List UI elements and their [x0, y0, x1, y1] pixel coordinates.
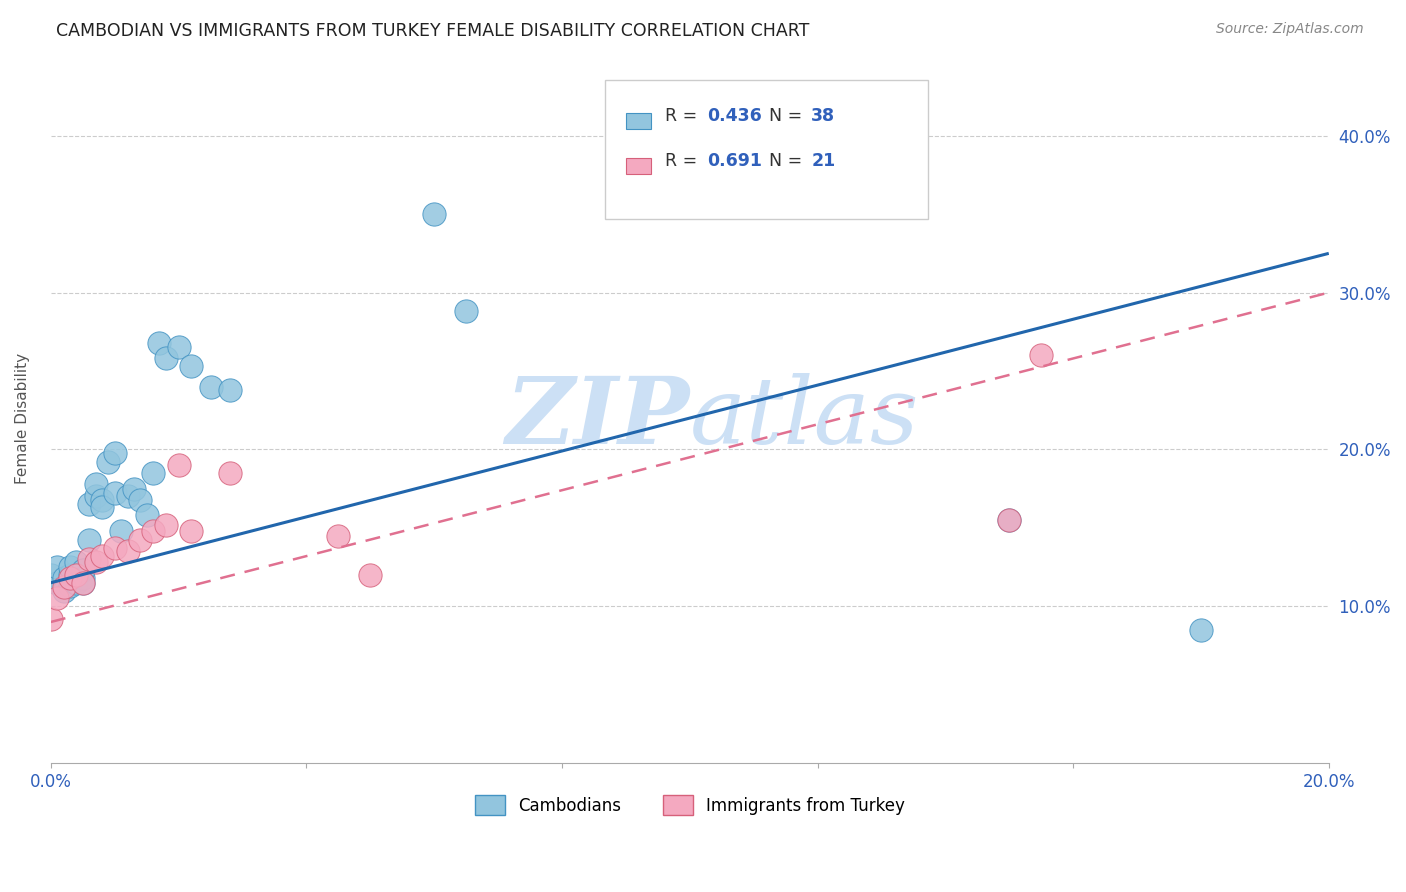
Point: [72, 571, 94, 585]
Point: [142, 466, 165, 480]
Point: [77, 497, 100, 511]
Point: [65, 568, 87, 582]
Point: [77, 533, 100, 548]
Point: [129, 492, 152, 507]
Point: [46, 575, 69, 590]
Point: [52, 581, 75, 595]
Point: [218, 383, 240, 397]
Point: [155, 351, 177, 366]
Point: [91, 500, 114, 515]
Point: [84, 477, 107, 491]
Point: [46, 560, 69, 574]
Point: [77, 552, 100, 566]
Point: [104, 445, 127, 459]
Text: 21: 21: [811, 152, 835, 169]
Point: [117, 544, 139, 558]
Point: [72, 575, 94, 590]
Text: ZIP: ZIP: [506, 373, 690, 463]
Text: CAMBODIAN VS IMMIGRANTS FROM TURKEY FEMALE DISABILITY CORRELATION CHART: CAMBODIAN VS IMMIGRANTS FROM TURKEY FEMA…: [56, 22, 810, 40]
Text: 0.691: 0.691: [707, 152, 762, 169]
Text: Source: ZipAtlas.com: Source: ZipAtlas.com: [1216, 22, 1364, 37]
Legend: Cambodians, Immigrants from Turkey: Cambodians, Immigrants from Turkey: [467, 787, 914, 824]
Point: [998, 513, 1021, 527]
Point: [135, 508, 157, 523]
Point: [52, 583, 75, 598]
Text: 0.436: 0.436: [707, 107, 762, 125]
Point: [59, 560, 82, 574]
Point: [39, 568, 62, 582]
Text: 38: 38: [811, 107, 835, 125]
Point: [84, 555, 107, 569]
Point: [148, 335, 170, 350]
Point: [328, 529, 350, 543]
Point: [200, 380, 222, 394]
Point: [72, 563, 94, 577]
Point: [97, 455, 120, 469]
Point: [59, 579, 82, 593]
Point: [52, 571, 75, 585]
Point: [359, 568, 381, 582]
Point: [65, 555, 87, 569]
Point: [167, 341, 190, 355]
Point: [1189, 623, 1212, 637]
Point: [423, 207, 446, 221]
Point: [180, 524, 202, 538]
Text: R =: R =: [665, 107, 703, 125]
Point: [117, 490, 139, 504]
Point: [218, 466, 240, 480]
Point: [180, 359, 202, 374]
Point: [998, 513, 1021, 527]
Point: [39, 612, 62, 626]
Point: [72, 575, 94, 590]
Point: [91, 549, 114, 563]
Point: [65, 575, 87, 590]
Text: N =: N =: [769, 107, 808, 125]
Point: [46, 591, 69, 606]
Point: [129, 533, 152, 548]
Point: [104, 541, 127, 556]
Point: [122, 482, 145, 496]
Point: [110, 524, 132, 538]
Text: R =: R =: [665, 152, 703, 169]
Point: [155, 517, 177, 532]
Y-axis label: Female Disability: Female Disability: [15, 352, 30, 483]
Point: [59, 571, 82, 585]
Point: [84, 490, 107, 504]
Text: N =: N =: [769, 152, 808, 169]
Point: [104, 486, 127, 500]
Point: [167, 458, 190, 472]
Point: [59, 568, 82, 582]
Point: [91, 492, 114, 507]
Point: [142, 524, 165, 538]
Text: atlas: atlas: [690, 373, 920, 463]
Point: [456, 304, 478, 318]
Point: [1031, 348, 1053, 362]
